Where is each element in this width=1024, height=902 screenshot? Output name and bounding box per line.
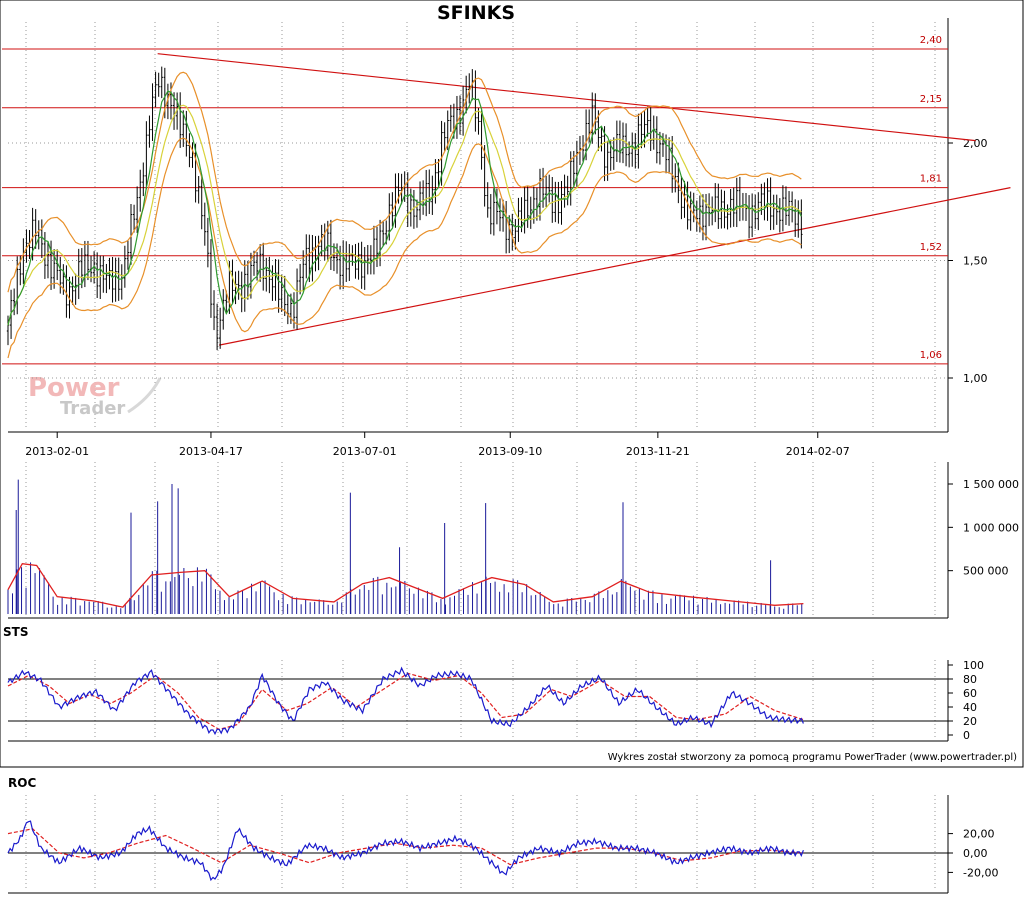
level-label: 1,81: [920, 174, 942, 185]
price-panel-frame: [0, 0, 1024, 768]
fast-moving-average-line: [7, 90, 802, 326]
level-label: 2,40: [920, 35, 942, 46]
roc-y-tick-label: -20,00: [963, 866, 998, 879]
sts-y-tick-label: 80: [963, 673, 977, 686]
lower-band-line: [7, 137, 802, 359]
price-y-tick-label: 1,50: [963, 255, 988, 268]
level-label: 1,06: [920, 350, 942, 361]
roc-y-tick-label: 0,00: [963, 847, 988, 860]
x-tick-label: 2013-02-01: [25, 445, 89, 458]
roc-panel: -20,00 0,00 20,00: [7, 820, 998, 882]
chart-title: SFINKS: [437, 2, 515, 24]
volume-y-tick-label: 500 000: [963, 565, 1009, 578]
upper-band-line: [7, 71, 802, 293]
sts-panel-title: STS: [3, 625, 28, 639]
sts-main-line: [7, 666, 804, 736]
roc-panel-title: ROC: [8, 776, 36, 790]
volume-y-tick-label: 1 500 000: [963, 478, 1019, 491]
sts-y-tick-label: 60: [963, 687, 977, 700]
slow-moving-average-line: [7, 104, 802, 326]
price-y-tick-label: 2,00: [963, 137, 988, 150]
sts-y-tick-label: 40: [963, 701, 977, 714]
price-y-tick-label: 1,00: [963, 372, 988, 385]
powertrader-watermark: Power Trader: [28, 373, 162, 419]
sts-y-tick-label: 100: [963, 659, 984, 672]
sts-y-tick-label: 0: [963, 729, 970, 742]
trendline: [219, 187, 1011, 346]
level-label: 2,15: [920, 94, 942, 105]
sts-y-tick-label: 20: [963, 715, 977, 728]
x-tick-label: 2013-09-10: [478, 445, 542, 458]
level-label: 1,52: [920, 242, 942, 253]
trendline: [157, 53, 976, 142]
x-tick-label: 2013-07-01: [333, 445, 397, 458]
logo-trader-text: Trader: [60, 398, 125, 419]
x-tick-label: 2014-02-07: [786, 445, 850, 458]
x-tick-label: 2013-11-21: [626, 445, 690, 458]
volume-panel: 500 000 1 000 000 1 500 000: [7, 478, 1019, 614]
credit-text: Wykres został stworzony za pomocą progra…: [608, 752, 1017, 763]
volume-average-line: [7, 563, 804, 608]
roc-y-tick-label: 20,00: [963, 828, 995, 841]
price-panel: 1,00 1,50 2,00 2,40 2,15 1,81 1,52 1,06 2013-02-…: [2, 35, 1011, 458]
volume-y-tick-label: 1 000 000: [963, 521, 1019, 534]
roc-main-line: [7, 820, 804, 882]
logo-swoosh-icon: [127, 377, 162, 414]
x-tick-label: 2013-04-17: [179, 445, 243, 458]
